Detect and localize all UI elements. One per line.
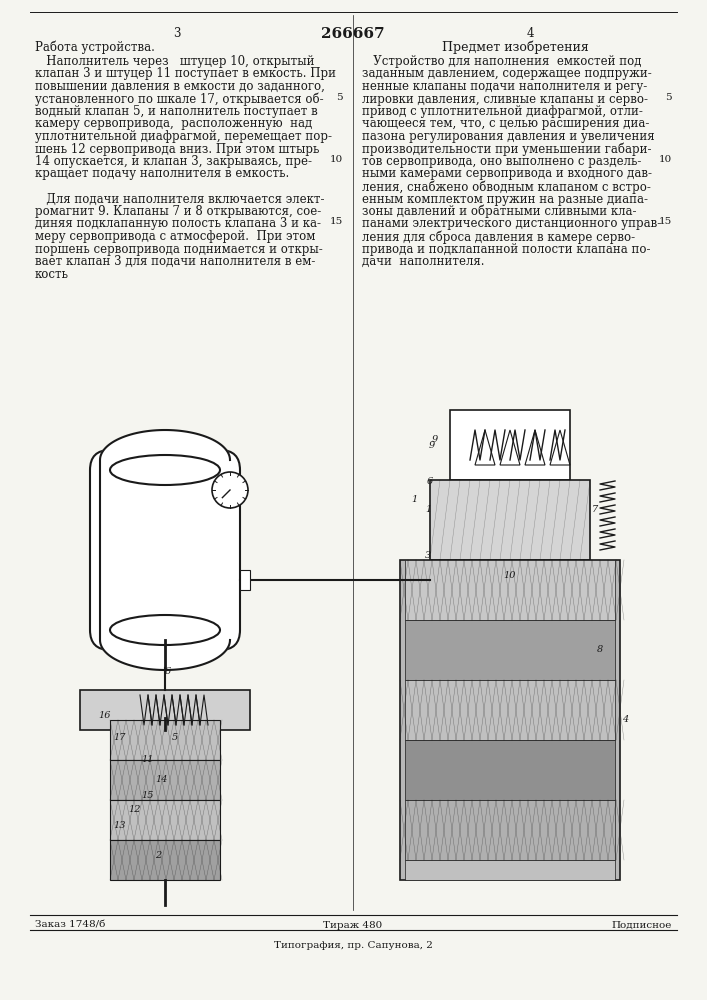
Text: кость: кость [35,267,69,280]
Bar [405,860,615,880]
Text: 11: 11 [141,756,154,764]
Text: зоны давлений и обратными сливными кла-: зоны давлений и обратными сливными кла- [362,205,636,219]
Bar [110,840,220,880]
Text: 15: 15 [659,218,672,227]
Text: установленного по шкале 17, открывается об-: установленного по шкале 17, открывается … [35,93,324,106]
Bar [110,800,220,840]
Text: 9: 9 [432,436,438,444]
Text: 16: 16 [99,710,111,720]
Bar [405,740,615,800]
Bar [405,620,615,680]
Bar [405,560,615,620]
Bar [110,720,220,760]
Text: шень 12 сервопривода вниз. При этом штырь: шень 12 сервопривода вниз. При этом штыр… [35,142,320,155]
Text: 10: 10 [329,155,343,164]
Text: 5: 5 [172,732,178,742]
Text: 5: 5 [665,93,672,102]
Text: тов сервопривода, оно выполнено с раздель-: тов сервопривода, оно выполнено с раздел… [362,155,641,168]
Circle shape [212,472,248,508]
Text: 8: 8 [597,646,603,654]
Text: 3: 3 [425,550,431,560]
Text: 15: 15 [329,218,343,227]
Bar [400,560,620,880]
Text: 15: 15 [141,790,154,800]
Text: Подписное: Подписное [612,920,672,930]
Text: клапан 3 и штуцер 11 поступает в емкость. При: клапан 3 и штуцер 11 поступает в емкость… [35,68,336,81]
Text: 7: 7 [592,506,598,514]
Text: Предмет изобретения: Предмет изобретения [442,40,588,53]
Text: лировки давления, сливные клапаны и серво-: лировки давления, сливные клапаны и серв… [362,93,648,105]
Text: Заказ 1748/б: Заказ 1748/б [35,920,105,930]
Bar [110,760,220,800]
Text: ненные клапаны подачи наполнителя и регу-: ненные клапаны подачи наполнителя и регу… [362,80,647,93]
Text: 5: 5 [337,93,343,102]
Text: диняя подклапанную полость клапана 3 и ка-: диняя подклапанную полость клапана 3 и к… [35,218,321,231]
Text: вает клапан 3 для подачи наполнителя в ем-: вает клапан 3 для подачи наполнителя в е… [35,255,315,268]
Text: 14: 14 [156,776,168,784]
Text: 12: 12 [129,806,141,814]
Text: 6: 6 [165,668,171,676]
Text: меру сервопривода с атмосферой.  При этом: меру сервопривода с атмосферой. При этом [35,230,315,243]
Bar [405,800,615,860]
Text: привод с уплотнительной диафрагмой, отли-: привод с уплотнительной диафрагмой, отли… [362,105,643,118]
Ellipse shape [110,615,220,645]
Text: 266667: 266667 [321,27,385,41]
Text: 2: 2 [155,850,161,859]
Text: пазона регулирования давления и увеличения: пазона регулирования давления и увеличен… [362,130,655,143]
Text: заданным давлением, содержащее подпружи-: заданным давлением, содержащее подпружи- [362,68,652,81]
Text: дачи  наполнителя.: дачи наполнителя. [362,255,484,268]
Text: 14 опускается, и клапан 3, закрываясь, пре-: 14 опускается, и клапан 3, закрываясь, п… [35,155,312,168]
Text: 6: 6 [427,478,433,487]
Text: 17: 17 [114,732,127,742]
Text: 3: 3 [173,27,181,40]
Text: енным комплектом пружин на разные диапа-: енным комплектом пружин на разные диапа- [362,192,648,206]
Text: 1: 1 [411,495,418,504]
Text: Наполнитель через   штуцер 10, открытый: Наполнитель через штуцер 10, открытый [35,55,315,68]
FancyBboxPatch shape [90,450,240,650]
Text: ромагнит 9. Клапаны 7 и 8 открываются, сое-: ромагнит 9. Клапаны 7 и 8 открываются, с… [35,205,321,218]
Polygon shape [100,430,230,670]
Bar [450,410,570,480]
Text: Для подачи наполнителя включается элект-: Для подачи наполнителя включается элект- [35,192,325,206]
Text: Тираж 480: Тираж 480 [323,920,382,930]
Text: камеру сервопривода,  расположенную  над: камеру сервопривода, расположенную над [35,117,312,130]
Text: Типография, пр. Сапунова, 2: Типография, пр. Сапунова, 2 [274,940,433,950]
FancyBboxPatch shape [80,690,250,730]
Text: 4: 4 [526,27,534,40]
Text: ления, снабжено обводным клапаном с встро-: ления, снабжено обводным клапаном с встр… [362,180,651,194]
Text: 1: 1 [425,506,431,514]
Text: ления для сброса давления в камере серво-: ления для сброса давления в камере серво… [362,230,635,243]
Text: повышении давления в емкости до заданного,: повышении давления в емкости до заданног… [35,80,325,93]
Text: Устройство для наполнения  емкостей под: Устройство для наполнения емкостей под [362,55,641,68]
Text: привода и подклапанной полости клапана по-: привода и подклапанной полости клапана п… [362,242,650,255]
Text: чающееся тем, что, с целью расширения диа-: чающееся тем, что, с целью расширения ди… [362,117,649,130]
Text: Работа устройства.: Работа устройства. [35,40,155,53]
Ellipse shape [110,455,220,485]
Text: 4: 4 [622,716,628,724]
Text: панами электрического дистанционного управ-: панами электрического дистанционного упр… [362,218,661,231]
Text: 13: 13 [114,820,127,830]
Text: водный клапан 5, и наполнитель поступает в: водный клапан 5, и наполнитель поступает… [35,105,317,118]
Text: 10: 10 [504,570,516,580]
Bar [405,680,615,740]
Text: уплотнительной диафрагмой, перемещает пор-: уплотнительной диафрагмой, перемещает по… [35,130,332,143]
Text: производительности при уменьшении габари-: производительности при уменьшении габари… [362,142,651,156]
Text: 10: 10 [659,155,672,164]
Text: ными камерами сервопривода и входного дав-: ными камерами сервопривода и входного да… [362,167,652,180]
Bar [430,480,590,560]
Text: кращает подачу наполнителя в емкость.: кращает подачу наполнителя в емкость. [35,167,289,180]
Text: поршень сервопривода поднимается и откры-: поршень сервопривода поднимается и откры… [35,242,323,255]
Bar [240,570,250,590]
Text: 9: 9 [428,440,435,450]
